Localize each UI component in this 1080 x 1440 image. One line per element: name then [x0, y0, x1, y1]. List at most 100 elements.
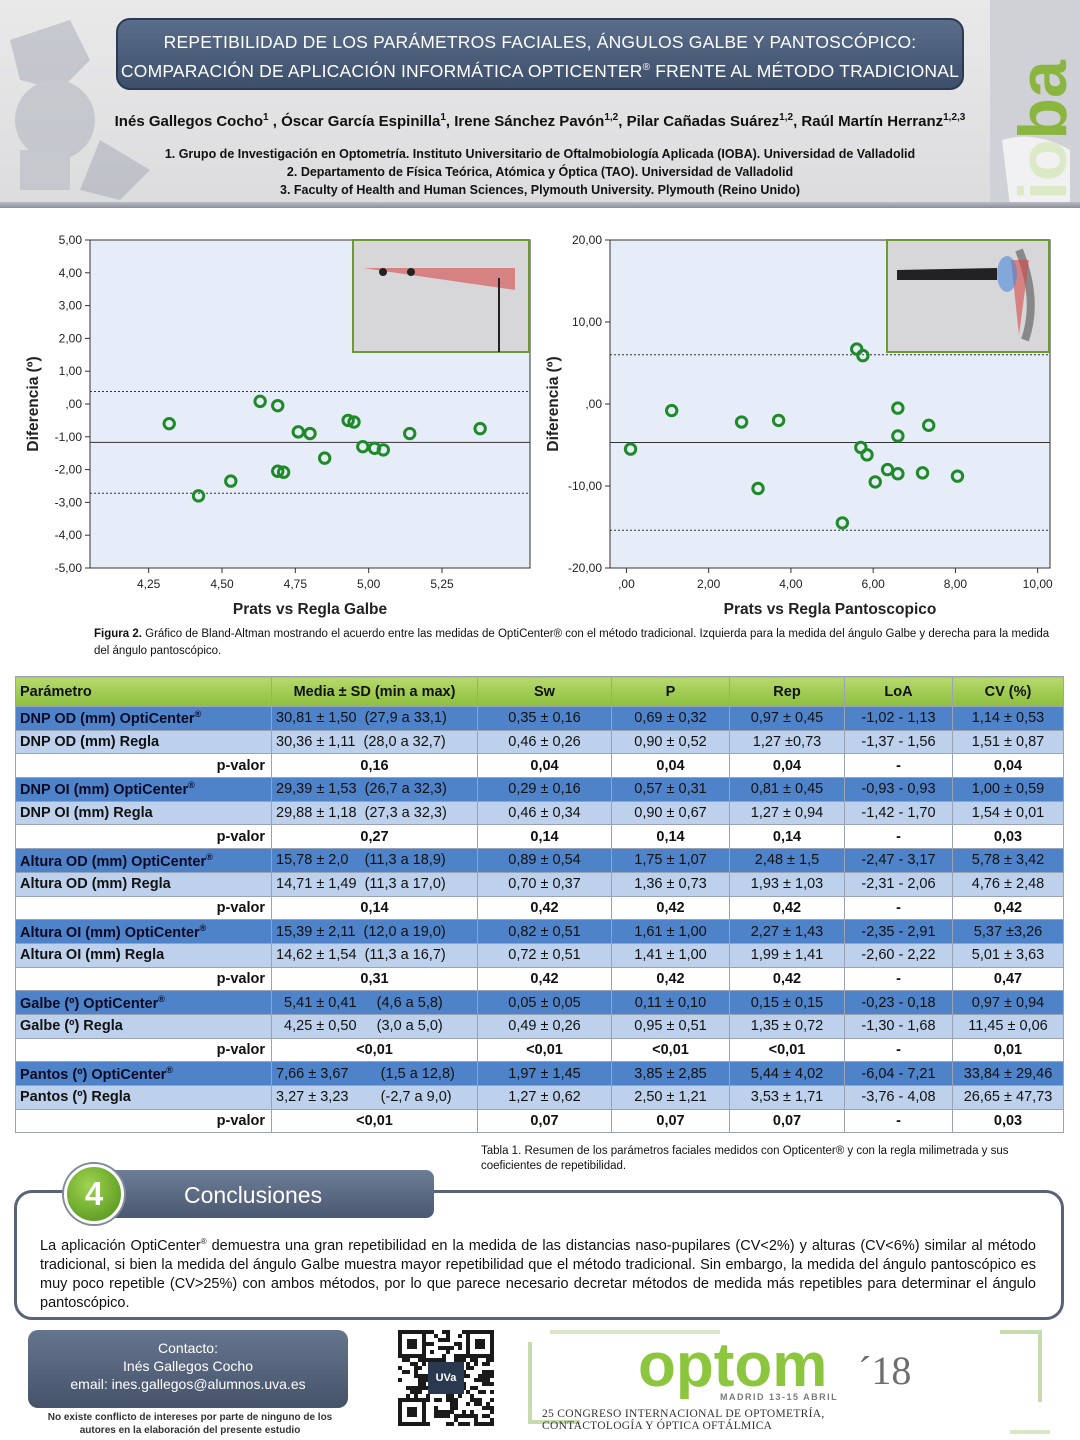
cell-media: 3,27 ± 3,23 (-2,7 a 9,0): [271, 1085, 478, 1110]
qr-module: [418, 1390, 422, 1394]
qr-module: [470, 1414, 474, 1418]
y-tick-label: -3,00: [55, 495, 83, 509]
qr-module: [474, 1418, 478, 1422]
qr-module: [438, 1410, 442, 1414]
qr-module: [450, 1422, 454, 1426]
title-registered-mark: ®: [642, 62, 651, 73]
qr-module: [462, 1370, 466, 1374]
cell-sw: 1,97 ± 1,45: [477, 1061, 612, 1086]
qr-module: [442, 1346, 446, 1350]
optom-logo-year: ´18: [858, 1348, 911, 1393]
x-tick-label: ,00: [618, 577, 635, 591]
qr-module: [490, 1422, 494, 1426]
data-point: [835, 516, 850, 530]
qr-module: [474, 1414, 478, 1418]
qr-module: [490, 1406, 494, 1410]
qr-module: [474, 1398, 478, 1402]
qr-module: [446, 1350, 450, 1354]
section-number-badge: 4: [64, 1164, 124, 1224]
qr-module: [434, 1406, 438, 1410]
qr-module: [474, 1378, 478, 1382]
qr-module: [426, 1330, 430, 1334]
param-cell: p-valor: [15, 753, 272, 779]
qr-module: [482, 1406, 486, 1410]
qr-module: [462, 1382, 466, 1386]
qr-module: [470, 1394, 474, 1398]
param-label: Altura OI (mm) OptiCenter: [20, 924, 200, 941]
cell-p: 0,69 ± 0,32: [611, 706, 730, 731]
qr-finder-center: [475, 1339, 485, 1349]
param-cell: p-valor: [15, 966, 272, 992]
table-row: DNP OI (mm) Regla 29,88 ± 1,18 (27,3 a 32…: [15, 800, 1064, 826]
cell-cv: 11,45 ± 0,06: [952, 1013, 1064, 1039]
qr-module: [454, 1342, 458, 1346]
qr-module: [454, 1406, 458, 1410]
title-line-2: COMPARACIÓN DE APLICACIÓN INFORMÁTICA OP…: [118, 55, 962, 84]
cell-p: 2,50 ± 1,21: [611, 1085, 730, 1110]
y-tick-label: -4,00: [55, 528, 83, 542]
qr-module: [426, 1422, 430, 1426]
cell-rep: 0,04: [729, 753, 845, 779]
congress-line-2: CONTACTOLOGÍA Y ÓPTICA OFTÁLMICA: [542, 1420, 773, 1432]
qr-module: [490, 1382, 494, 1386]
cell-sw: 0,82 ± 0,51: [477, 919, 612, 944]
poster-title: REPETIBILIDAD DE LOS PARÁMETROS FACIALES…: [116, 18, 964, 90]
cell-p: 1,36 ± 0,73: [611, 871, 730, 897]
qr-module: [474, 1358, 478, 1362]
param-cell: Altura OD (mm) Regla: [15, 871, 272, 897]
congress-subtitle: 25 CONGRESO INTERNACIONAL DE OPTOMETRÍA,…: [542, 1408, 825, 1432]
qr-module: [434, 1358, 438, 1362]
registered-mark: ®: [206, 851, 213, 862]
qr-module: [454, 1418, 458, 1422]
qr-module: [462, 1354, 466, 1358]
cell-media: <0,01: [271, 1037, 478, 1063]
y-tick-label: ,00: [65, 397, 82, 411]
qr-module: [482, 1390, 486, 1394]
param-cell: Galbe (º) OptiCenter®: [15, 990, 272, 1015]
qr-module: [418, 1374, 422, 1378]
table-row: DNP OI (mm) OptiCenter® 29,39 ± 1,53 (26,…: [15, 777, 1064, 802]
param-label: Pantos (º) OptiCenter: [20, 1066, 167, 1083]
cell-media: 14,71 ± 1,49 (11,3 a 17,0): [271, 871, 478, 897]
qr-module: [454, 1398, 458, 1402]
qr-module: [454, 1402, 458, 1406]
data-point: [734, 415, 749, 429]
x-tick-label: 4,75: [284, 577, 308, 591]
contact-email[interactable]: email: ines.gallegos@alumnos.uva.es: [70, 1376, 306, 1392]
registered-mark: ®: [188, 780, 195, 791]
affiliation-3: 3. Faculty of Health and Human Sciences,…: [280, 183, 800, 197]
cell-p: 0,42: [611, 966, 730, 992]
cell-rep: 3,53 ± 1,71: [729, 1085, 845, 1110]
conclusions-registered-mark: ®: [200, 1237, 207, 1246]
cell-p: 0,90 ± 0,67: [611, 800, 730, 826]
cell-p: 0,07: [611, 1108, 730, 1134]
data-point: [347, 415, 361, 429]
author-affiliation-number: 1: [263, 112, 269, 123]
param-label: p-valor: [216, 1113, 265, 1130]
qr-module: [482, 1370, 486, 1374]
param-cell: p-valor: [15, 1037, 272, 1063]
param-cell: Pantos (º) OptiCenter®: [15, 1061, 272, 1086]
contact-name: Inés Gallegos Cocho: [123, 1358, 253, 1374]
param-label: Altura OD (mm) OptiCenter: [20, 853, 207, 870]
cell-p: 1,41 ± 1,00: [611, 942, 730, 968]
qr-module: [434, 1334, 438, 1338]
cell-loa: -2,35 - 2,91: [844, 919, 953, 944]
cell-rep: 2,48 ± 1,5: [729, 848, 845, 873]
cell-sw: 0,04: [477, 753, 612, 779]
figure-caption-text: Gráfico de Bland-Altman mostrando el acu…: [94, 628, 1050, 657]
param-label: DNP OD (mm) OptiCenter: [20, 711, 195, 728]
qr-module: [426, 1394, 430, 1398]
qr-module: [414, 1390, 418, 1394]
cell-rep: 1,27 ±0,73: [729, 729, 845, 755]
qr-module: [422, 1358, 426, 1362]
qr-module: [482, 1414, 486, 1418]
data-point: [771, 413, 786, 428]
qr-module: [474, 1422, 478, 1426]
qr-module: [446, 1414, 450, 1418]
qr-module: [462, 1358, 466, 1362]
qr-module: [406, 1358, 410, 1362]
cell-p: 0,57 ± 0,31: [611, 777, 730, 802]
qr-module: [422, 1378, 426, 1382]
param-cell: Altura OD (mm) OptiCenter®: [15, 848, 272, 873]
